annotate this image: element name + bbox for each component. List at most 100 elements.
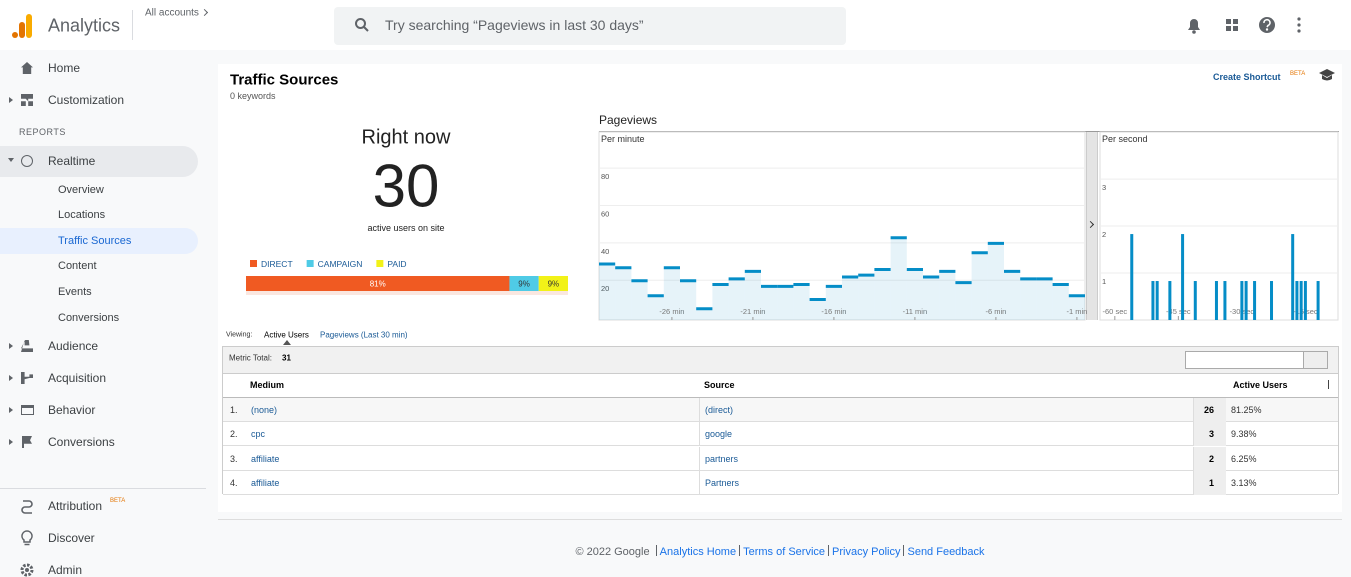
column-header: Medium bbox=[250, 380, 285, 390]
nav-item[interactable]: Acquisition bbox=[48, 371, 107, 385]
icon bbox=[21, 405, 34, 415]
icon bbox=[21, 62, 33, 74]
help-icon[interactable] bbox=[1318, 68, 1336, 82]
medium-link[interactable]: (none) bbox=[251, 405, 278, 415]
users-percent: 6.25% bbox=[1231, 453, 1257, 464]
users-value: 2 bbox=[1208, 453, 1214, 464]
nav-item[interactable]: Conversions bbox=[48, 435, 115, 449]
nav-sub-item[interactable]: Overview bbox=[58, 184, 104, 196]
chart-toggle[interactable] bbox=[1086, 132, 1098, 320]
footer-separator bbox=[903, 545, 905, 556]
source-link[interactable]: google bbox=[705, 429, 733, 440]
active-users-count: 30 bbox=[372, 152, 440, 220]
medium-link[interactable]: affiliate bbox=[251, 477, 280, 488]
nav-selected-bg bbox=[0, 228, 198, 254]
header-icons bbox=[1188, 17, 1301, 34]
users-percent: 9.38% bbox=[1231, 429, 1257, 440]
row-index: 2. bbox=[230, 429, 238, 440]
icon bbox=[21, 500, 33, 514]
users-value: 26 bbox=[1203, 405, 1214, 415]
row-bg bbox=[223, 470, 1338, 495]
icon bbox=[21, 155, 33, 167]
footer-link[interactable]: Terms of Service bbox=[743, 546, 826, 558]
divider bbox=[218, 519, 1342, 520]
search-placeholder[interactable]: Try searching “Pageviews in last 30 days… bbox=[385, 17, 644, 33]
row-index: 3. bbox=[230, 453, 238, 464]
nav-item[interactable]: Discover bbox=[48, 531, 95, 545]
divider bbox=[0, 488, 206, 489]
users-value: 3 bbox=[1208, 429, 1214, 440]
caret bbox=[9, 343, 13, 349]
sidebar bbox=[0, 50, 206, 576]
col-rule bbox=[699, 422, 700, 447]
account-switcher[interactable]: All accounts bbox=[145, 7, 199, 19]
row-index: 1. bbox=[230, 405, 238, 415]
report-title: Traffic Sources bbox=[230, 71, 339, 89]
footer-separator bbox=[655, 545, 657, 556]
column-header: Active Users bbox=[1233, 380, 1288, 390]
users-cell-bg bbox=[1193, 446, 1226, 471]
footer-separator bbox=[739, 545, 741, 556]
right-now-heading: Right now bbox=[361, 126, 451, 149]
badge: BETA bbox=[110, 498, 126, 504]
users-percent: 81.25% bbox=[1231, 405, 1262, 415]
users-cell-bg bbox=[1193, 470, 1226, 495]
row-bg bbox=[223, 446, 1338, 471]
search-box[interactable] bbox=[334, 7, 846, 45]
nav-item[interactable]: Customization bbox=[48, 93, 125, 107]
row-bg bbox=[223, 398, 1338, 422]
footer: © 2022 Google Analytics Home Terms of Ser… bbox=[0, 545, 1351, 558]
nav-item[interactable]: Behavior bbox=[48, 403, 96, 417]
row-index: 4. bbox=[230, 477, 238, 488]
col-rule bbox=[699, 446, 700, 471]
users-cell-bg bbox=[1193, 422, 1226, 447]
medium-link[interactable]: cpc bbox=[251, 429, 266, 440]
product-name[interactable]: Analytics bbox=[48, 15, 121, 36]
nav-sub-item[interactable]: Events bbox=[58, 286, 92, 298]
nav-active-bg bbox=[0, 146, 198, 177]
col-rule bbox=[699, 470, 700, 495]
column-header: Source bbox=[704, 380, 735, 390]
divider bbox=[132, 10, 133, 40]
active-users-caption: active users on site bbox=[367, 223, 445, 233]
source-link[interactable]: partners bbox=[705, 453, 739, 464]
section-heading: REPORTS bbox=[19, 127, 66, 137]
nav-item[interactable]: Audience bbox=[48, 339, 99, 353]
icon bbox=[21, 530, 33, 546]
caret bbox=[9, 407, 13, 413]
col-rule bbox=[699, 398, 700, 422]
nav-item[interactable]: Admin bbox=[48, 563, 83, 577]
source-link[interactable]: Partners bbox=[705, 477, 740, 488]
footer-link[interactable]: Analytics Home bbox=[659, 546, 737, 558]
table-search-button[interactable] bbox=[1303, 351, 1328, 369]
caret bbox=[9, 97, 13, 103]
source-link[interactable]: (direct) bbox=[705, 405, 734, 415]
nav-sub-item[interactable]: Locations bbox=[58, 209, 106, 221]
copyright: © 2022 Google bbox=[575, 546, 650, 558]
row-bg bbox=[223, 422, 1338, 447]
medium-link[interactable]: affiliate bbox=[251, 453, 280, 464]
viewing-tab[interactable]: Pageviews (Last 30 min) bbox=[320, 330, 408, 340]
sort-arrow bbox=[1328, 380, 1329, 389]
footer-link[interactable]: Send Feedback bbox=[907, 546, 985, 558]
divider bbox=[599, 131, 1339, 132]
metric-total-bar bbox=[223, 347, 1338, 374]
nav-item[interactable]: Attribution bbox=[48, 499, 103, 513]
users-cell-bg bbox=[1193, 398, 1226, 422]
badge: BETA bbox=[1290, 71, 1306, 77]
nav-item[interactable]: Home bbox=[48, 61, 81, 75]
footer-link[interactable]: Privacy Policy bbox=[832, 546, 901, 558]
users-value: 1 bbox=[1208, 477, 1214, 488]
icon bbox=[22, 436, 32, 448]
create-shortcut[interactable]: Create Shortcut bbox=[1213, 72, 1281, 82]
nav-item[interactable]: Realtime bbox=[48, 154, 96, 168]
nav-sub-item[interactable]: Content bbox=[58, 260, 97, 272]
metric-total-label: Metric Total: bbox=[229, 353, 272, 363]
nav-sub-item[interactable]: Traffic Sources bbox=[58, 235, 132, 247]
icon bbox=[21, 94, 33, 106]
nav-sub-item[interactable]: Conversions bbox=[58, 312, 120, 324]
caret bbox=[9, 375, 13, 381]
viewing-tab[interactable]: Active Users bbox=[264, 330, 309, 340]
data-table: Metric Total: 3 1 Medium Source Active Users 1… bbox=[222, 346, 1339, 495]
